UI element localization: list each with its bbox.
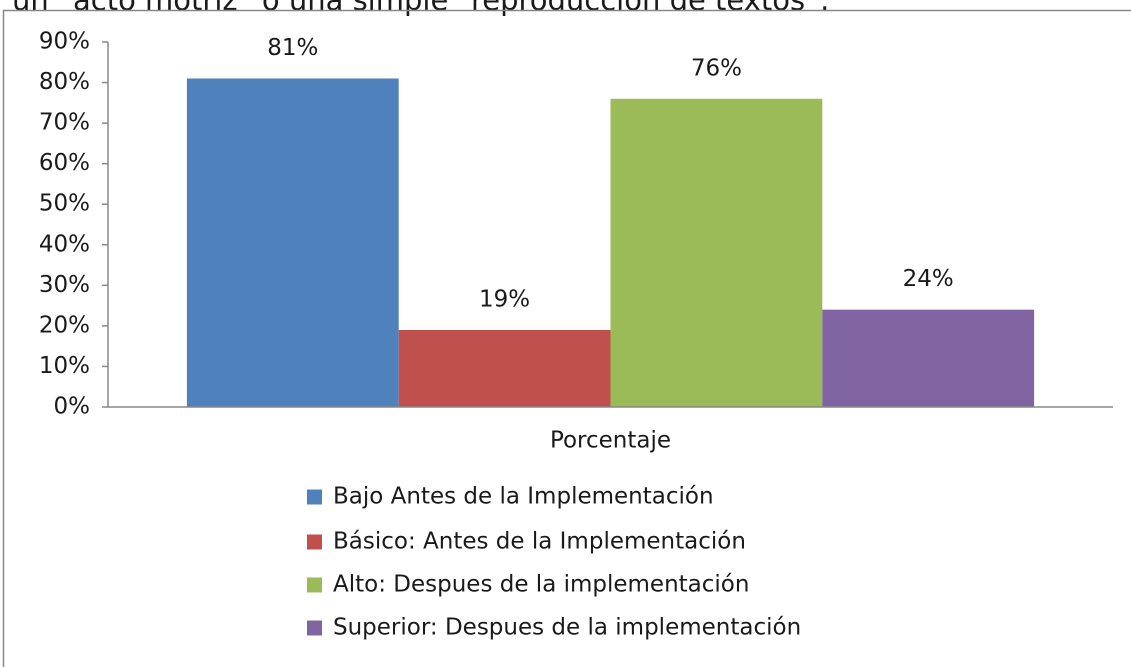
y-tick-label: 0% [54,394,91,420]
data-label: 76% [691,55,742,81]
bar [822,309,1035,407]
bar [398,329,611,407]
x-tick-label: Porcentaje [550,428,671,454]
bar [186,78,399,407]
data-label: 24% [903,266,954,292]
legend-label: Básico: Antes de la Implementación [333,529,746,555]
legend-swatch [307,489,322,505]
y-tick-label: 80% [39,69,90,95]
y-tick-label: 60% [39,150,90,176]
chart-border [2,9,1131,667]
y-tick-label: 40% [39,231,90,257]
y-tick-label: 50% [39,191,90,217]
legend-swatch [307,620,322,636]
data-label: 81% [267,35,318,61]
y-tick-label: 20% [39,312,90,338]
legend-swatch [307,534,322,550]
header-text: un “acto motriz” o una simple “reproducc… [12,0,829,17]
data-label: 19% [479,286,530,312]
bar [610,98,823,408]
legend-label: Alto: Despues de la implementación [333,572,749,598]
y-tick-label: 90% [39,29,90,55]
legend-swatch [307,577,322,593]
y-tick-label: 10% [39,353,90,379]
legend-label: Bajo Antes de la Implementación [333,484,714,510]
legend-label: Superior: Despues de la implementación [333,615,801,641]
y-tick-label: 30% [39,272,90,298]
y-tick-label: 70% [39,110,90,136]
